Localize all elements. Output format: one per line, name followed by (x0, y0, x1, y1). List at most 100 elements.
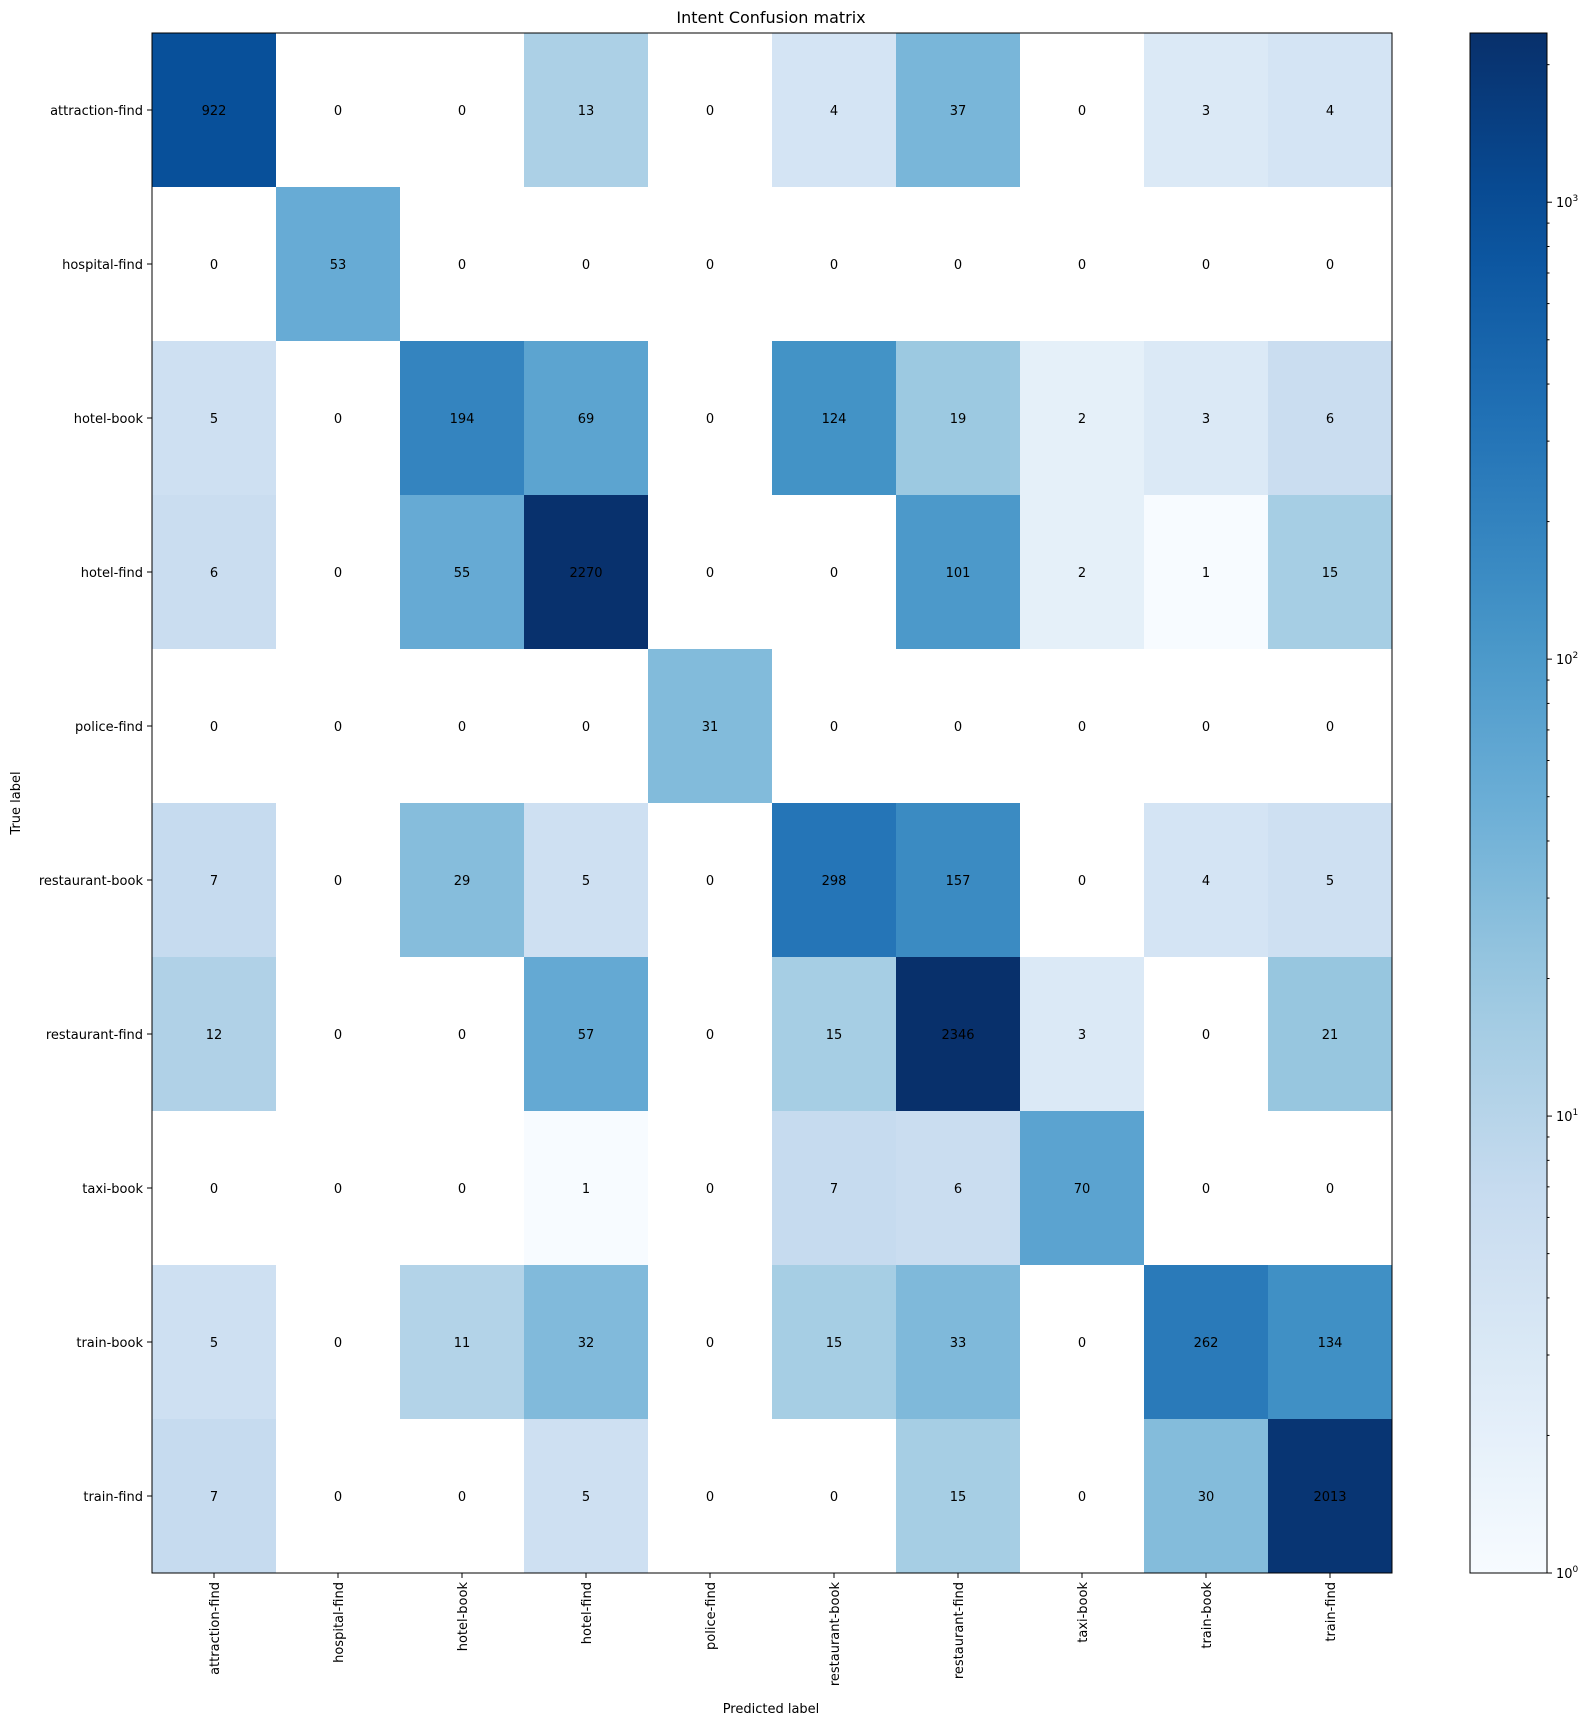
cell-value-label: 0 (458, 1028, 466, 1043)
heatmap-cell (524, 803, 649, 958)
cell-value-label: 0 (334, 1028, 342, 1043)
heatmap-cell (1144, 1419, 1269, 1574)
heatmap-cell (400, 957, 525, 1112)
cell-value-label: 5 (210, 412, 218, 427)
cell-value-label: 0 (954, 258, 962, 273)
cell-value-label: 6 (954, 1182, 962, 1197)
cell-value-label: 0 (830, 566, 838, 581)
cell-value-label: 0 (706, 874, 714, 889)
cell-value-label: 0 (1078, 104, 1086, 119)
y-tick-label: restaurant-find (46, 1028, 143, 1043)
cell-value-label: 2346 (941, 1028, 974, 1043)
heatmap-cell (276, 187, 401, 342)
heatmap-cell (152, 957, 277, 1112)
cell-value-label: 70 (1074, 1182, 1091, 1197)
heatmap-cell (276, 803, 401, 958)
heatmap-cell (1144, 1111, 1269, 1266)
heatmap-cell (276, 957, 401, 1112)
heatmap-cell (400, 495, 525, 650)
heatmap-cell (400, 649, 525, 804)
cell-value-label: 0 (1326, 1182, 1334, 1197)
heatmap-cell (1268, 187, 1393, 342)
cell-value-label: 5 (210, 1336, 218, 1351)
heatmap-cell (1144, 341, 1269, 496)
cell-value-label: 0 (1078, 1490, 1086, 1505)
heatmap-cell (1268, 803, 1393, 958)
heatmap-cell (524, 495, 649, 650)
heatmap-cell (1268, 649, 1393, 804)
x-tick-label: taxi-book (1076, 1582, 1091, 1643)
heatmap-cell (1144, 1265, 1269, 1420)
heatmap-cell (772, 341, 897, 496)
heatmap-cell (152, 1419, 277, 1574)
heatmap-cell (1020, 803, 1145, 958)
colorbar-tick-label: 101 (1556, 1108, 1578, 1125)
heatmap-cell (772, 649, 897, 804)
cell-value-label: 0 (830, 258, 838, 273)
heatmap-cell (772, 1265, 897, 1420)
x-tick-label: attraction-find (208, 1582, 223, 1675)
cell-value-label: 15 (1322, 566, 1339, 581)
plot-frame (151, 32, 1393, 1574)
cell-value-label: 0 (1078, 720, 1086, 735)
heatmap-cell (896, 187, 1021, 342)
heatmap-cell (1020, 1265, 1145, 1420)
heatmap-cell (1268, 341, 1393, 496)
cell-value-label: 0 (458, 720, 466, 735)
heatmap-cell (524, 341, 649, 496)
cell-value-label: 11 (454, 1336, 471, 1351)
heatmap-cell (1268, 495, 1393, 650)
heatmap-cell (276, 495, 401, 650)
cell-value-label: 6 (210, 566, 218, 581)
heatmap-cells (152, 33, 1393, 1574)
cell-value-label: 0 (458, 104, 466, 119)
heatmap-cell (1020, 187, 1145, 342)
cell-value-label: 5 (582, 1490, 590, 1505)
cell-value-label: 0 (582, 720, 590, 735)
cell-value-label: 55 (454, 566, 471, 581)
heatmap-cell (1268, 1265, 1393, 1420)
heatmap-cell (648, 341, 773, 496)
heatmap-cell (1144, 187, 1269, 342)
cell-value-label: 2013 (1313, 1490, 1346, 1505)
cell-value-label: 0 (1202, 1182, 1210, 1197)
cell-value-label: 13 (578, 104, 595, 119)
heatmap-cell (772, 1419, 897, 1574)
cell-value-label: 4 (830, 104, 838, 119)
cell-value-label: 0 (334, 874, 342, 889)
colorbar-tick-label: 100 (1556, 1565, 1579, 1582)
cell-value-label: 2270 (569, 566, 602, 581)
cell-value-label: 1 (582, 1182, 590, 1197)
x-tick-label: train-find (1324, 1582, 1339, 1642)
heatmap-cell (400, 33, 525, 188)
x-tick-label: hospital-find (332, 1582, 347, 1663)
y-axis-label: True label (9, 771, 24, 835)
cell-value-label: 0 (334, 1336, 342, 1351)
cell-value-label: 19 (950, 412, 967, 427)
cell-value-label: 0 (1326, 258, 1334, 273)
heatmap-cell (400, 1419, 525, 1574)
cell-value-label: 0 (1078, 1336, 1086, 1351)
colorbar-tick-label: 103 (1556, 194, 1578, 211)
heatmap-cell (648, 1265, 773, 1420)
heatmap-cell (648, 1111, 773, 1266)
cell-value-label: 4 (1202, 874, 1210, 889)
colorbar-tick-label: 102 (1556, 651, 1578, 668)
cell-value-label: 12 (206, 1028, 223, 1043)
heatmap-cell (896, 341, 1021, 496)
cell-value-label: 0 (954, 720, 962, 735)
x-axis-ticks: attraction-find hospital-find hotel-book ho… (208, 1573, 1339, 1686)
cell-value-label: 0 (458, 1182, 466, 1197)
heatmap-cell (276, 1419, 401, 1574)
cell-value-label: 194 (450, 412, 475, 427)
cell-value-label: 0 (830, 1490, 838, 1505)
heatmap-cell (152, 649, 277, 804)
cell-value-label: 0 (706, 1182, 714, 1197)
heatmap-cell (152, 1265, 277, 1420)
heatmap-cell (276, 649, 401, 804)
heatmap-cell (1144, 803, 1269, 958)
heatmap-cell (400, 187, 525, 342)
y-tick-label: taxi-book (82, 1182, 143, 1197)
heatmap-cell (524, 957, 649, 1112)
cell-value-label: 124 (822, 412, 847, 427)
